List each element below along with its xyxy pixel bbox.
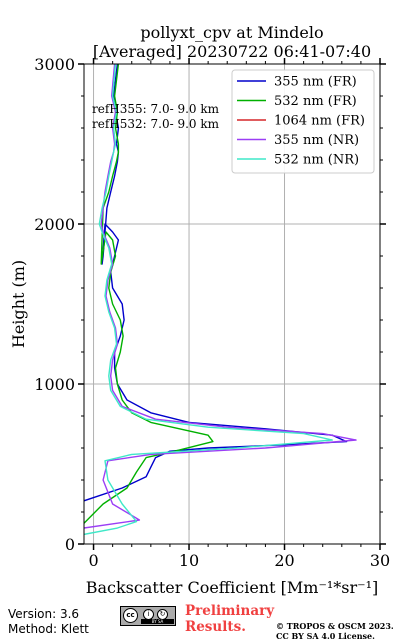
preliminary-notice: Preliminary Results. <box>185 603 274 635</box>
series-line-355-nm-fr <box>84 64 348 502</box>
cc-license-icon: cc i ↻ BY SA <box>120 606 176 626</box>
cc-icon: cc <box>123 608 138 623</box>
legend-label-1064-nm-fr: 1064 nm (FR) <box>274 114 365 129</box>
legend: 355 nm (FR) 532 nm (FR) 1064 nm (FR) 355 nm… <box>231 69 375 174</box>
axis-ticks <box>78 58 386 550</box>
chart-title: pollyxt_cpv at Mindelo [Averaged] 202307… <box>93 23 371 61</box>
legend-label-355-nm-nr: 355 nm (NR) <box>274 133 359 148</box>
copyright-notice: © TROPOS & OSCM 2023. CC BY SA 4.0 Licen… <box>276 621 394 641</box>
x-tick-label: 20 <box>274 551 294 570</box>
reference-height-annotations: refH355: 7.0- 9.0 km refH532: 7.0- 9.0 k… <box>92 102 220 131</box>
legend-label-532-nm-nr: 532 nm (NR) <box>274 153 359 168</box>
y-axis-label: Height (m) <box>9 260 28 348</box>
chart-title-line1: pollyxt_cpv at Mindelo <box>140 23 323 42</box>
series-line-532-nm-nr <box>84 64 333 536</box>
legend-label-532-nm-fr: 532 nm (FR) <box>274 94 357 109</box>
x-tick-label: 10 <box>179 551 199 570</box>
legend-box <box>231 69 375 174</box>
tick-labels: 0 10 20 30 0 1000 2000 3000 <box>34 55 390 570</box>
chart-title-line2: [Averaged] 20230722 06:41-07:40 <box>93 42 371 61</box>
data-series <box>84 64 357 536</box>
copyright-line1: © TROPOS & OSCM 2023. <box>276 621 394 631</box>
annotation-refh532: refH532: 7.0- 9.0 km <box>92 117 220 131</box>
cc-strip: BY SA <box>141 619 174 624</box>
method-text: Method: Klett <box>8 622 89 636</box>
y-tick-label: 3000 <box>34 55 75 74</box>
version-text: Version: 3.6 <box>8 607 80 621</box>
x-axis-label: Backscatter Coefficient [Mm⁻¹*sr⁻¹] <box>86 578 379 597</box>
copyright-line2: CC BY SA 4.0 License. <box>276 631 375 641</box>
plot-frame <box>83 63 381 545</box>
series-line-532-nm-fr <box>84 64 214 524</box>
preliminary-line1: Preliminary <box>185 603 275 619</box>
x-tick-label: 30 <box>370 551 390 570</box>
x-tick-label: 0 <box>88 551 98 570</box>
preliminary-line2: Results. <box>185 619 246 635</box>
y-tick-label: 2000 <box>34 215 75 234</box>
y-tick-label: 1000 <box>34 375 75 394</box>
legend-label-355-nm-fr: 355 nm (FR) <box>274 75 357 90</box>
annotation-refh355: refH355: 7.0- 9.0 km <box>92 102 220 116</box>
y-tick-label: 0 <box>65 535 75 554</box>
